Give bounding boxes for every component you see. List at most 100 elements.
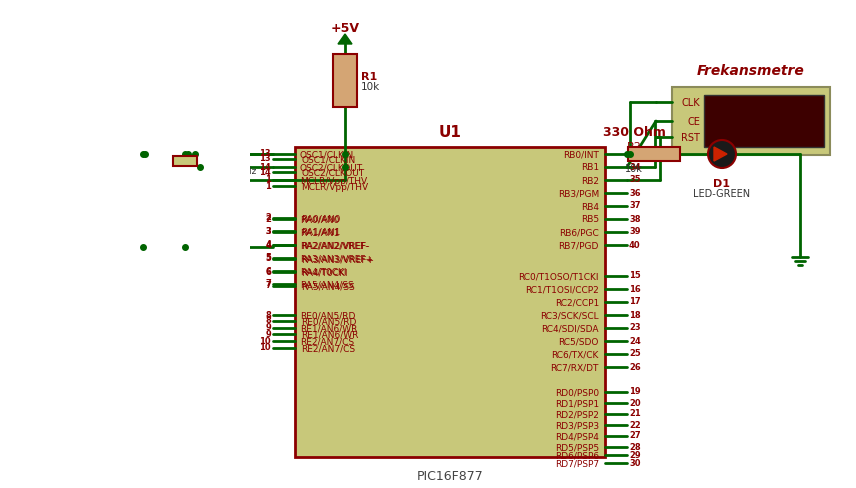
Text: RB7/PGD: RB7/PGD [559,241,599,250]
Text: RE0/AN5/RD: RE0/AN5/RD [301,316,356,325]
Text: 30: 30 [629,458,640,467]
Text: RB5: RB5 [581,215,599,224]
Text: OSC2/CLKOUT: OSC2/CLKOUT [300,163,363,172]
Text: 9: 9 [265,323,271,332]
Text: 8: 8 [265,310,271,319]
FancyBboxPatch shape [333,55,357,108]
Text: RC4/SDI/SDA: RC4/SDI/SDA [542,324,599,333]
Text: RC5/SDO: RC5/SDO [559,337,599,346]
Text: RB0/INT: RB0/INT [563,150,599,159]
Text: 40: 40 [629,240,640,249]
Text: MCLR/Vpp/THV: MCLR/Vpp/THV [301,182,368,191]
Text: 7: 7 [265,279,271,288]
Text: 1: 1 [265,175,271,184]
Text: RA4/T0CKI: RA4/T0CKI [300,267,347,276]
Text: RA0/AN0: RA0/AN0 [301,214,341,223]
Text: 39: 39 [629,227,640,236]
Circle shape [708,141,736,169]
Text: 22pF: 22pF [158,244,182,253]
Text: 3: 3 [265,227,271,236]
Text: MCLR/Vpp/THV: MCLR/Vpp/THV [300,176,367,185]
Text: RA2/AN2/VREF-: RA2/AN2/VREF- [300,241,368,250]
Text: 28: 28 [629,442,640,450]
Text: 13: 13 [259,149,271,158]
Text: 25: 25 [629,349,641,358]
Text: RB4: RB4 [581,202,599,211]
Text: RD2/PSP2: RD2/PSP2 [556,409,599,419]
Text: 22: 22 [629,420,641,428]
Text: 10k: 10k [625,163,643,174]
Text: 5: 5 [265,253,271,262]
Text: RC6/TX/CK: RC6/TX/CK [551,350,599,359]
Text: 33: 33 [629,149,640,158]
Text: OSC1/CLKIN: OSC1/CLKIN [300,150,354,159]
Text: RA1/AN1: RA1/AN1 [301,227,341,236]
Text: 330 Ohm: 330 Ohm [603,126,665,139]
FancyBboxPatch shape [628,148,680,162]
Text: RE1/AN6/WR: RE1/AN6/WR [301,330,359,339]
Text: 9: 9 [265,329,271,338]
Text: CRYSTAL: CRYSTAL [200,159,239,168]
Text: 19: 19 [629,386,640,396]
Bar [50,130,250,269]
Text: RA3/AN3/VREF+: RA3/AN3/VREF+ [301,255,374,264]
Text: 8: 8 [265,315,271,325]
Text: X1: X1 [200,152,217,162]
Text: PIC16F877: PIC16F877 [417,469,484,482]
Text: 4: 4 [265,240,271,249]
Text: RA2/AN2/VREF-: RA2/AN2/VREF- [301,241,370,250]
Text: RC1/T1OSI/CCP2: RC1/T1OSI/CCP2 [526,285,599,294]
FancyBboxPatch shape [173,156,197,166]
Text: 34: 34 [629,162,640,171]
Text: CE: CE [687,117,700,127]
Text: +5V: +5V [186,253,215,266]
Text: RC3/SCK/SCL: RC3/SCK/SCL [540,311,599,320]
Text: RD6/PSP6: RD6/PSP6 [555,450,599,460]
Text: R1: R1 [361,71,377,81]
Text: 35: 35 [629,175,640,184]
Text: C1: C1 [158,151,174,161]
Text: RC2/CCP1: RC2/CCP1 [555,298,599,307]
Text: C1: C1 [157,150,173,160]
Text: 26: 26 [629,362,641,371]
Text: RB1: RB1 [581,163,599,172]
Text: OSC1/CLKIN: OSC1/CLKIN [301,155,355,164]
Text: C2: C2 [158,228,174,239]
Text: RC0/T1OSO/T1CKI: RC0/T1OSO/T1CKI [519,272,599,281]
Text: 2: 2 [265,214,271,223]
Text: RD3/PSP3: RD3/PSP3 [555,421,599,429]
Text: 15: 15 [629,271,641,280]
Text: 7: 7 [265,281,271,290]
Text: 5: 5 [265,254,271,263]
Text: RD7/PSP7: RD7/PSP7 [555,459,599,468]
FancyBboxPatch shape [704,96,824,148]
Text: RB6/PGC: RB6/PGC [559,228,599,237]
Text: RD1/PSP1: RD1/PSP1 [555,399,599,407]
Text: RE0/AN5/RD: RE0/AN5/RD [300,311,355,320]
Text: OSC2/CLKOUT: OSC2/CLKOUT [301,168,364,178]
Text: LED-GREEN: LED-GREEN [693,189,751,199]
Text: 13: 13 [259,154,271,163]
Text: RA5/AN4/SS: RA5/AN4/SS [301,282,354,291]
Text: 22pF: 22pF [159,157,183,167]
Text: RE2/AN7/CS: RE2/AN7/CS [300,337,354,346]
Text: 20: 20 [629,398,640,407]
Text: RB3/PGM: RB3/PGM [558,189,599,198]
Text: 10: 10 [259,343,271,352]
Text: 14: 14 [259,167,271,177]
Text: RC7/RX/DT: RC7/RX/DT [550,363,599,372]
Text: 38: 38 [629,214,640,223]
Text: RA3/AN3/VREF+: RA3/AN3/VREF+ [300,254,373,263]
Text: RD0/PSP0: RD0/PSP0 [555,387,599,397]
Text: 2: 2 [265,213,271,222]
Text: 22pF: 22pF [157,164,181,175]
Polygon shape [714,148,727,162]
Text: +5V: +5V [330,21,360,35]
Text: 17: 17 [629,297,640,306]
Text: 6: 6 [265,266,271,275]
Text: 3: 3 [265,226,271,235]
Text: RA0/AN0: RA0/AN0 [300,215,339,224]
Text: 14: 14 [259,162,271,171]
Bar [50,130,250,280]
Text: RA1/AN1: RA1/AN1 [300,228,339,237]
